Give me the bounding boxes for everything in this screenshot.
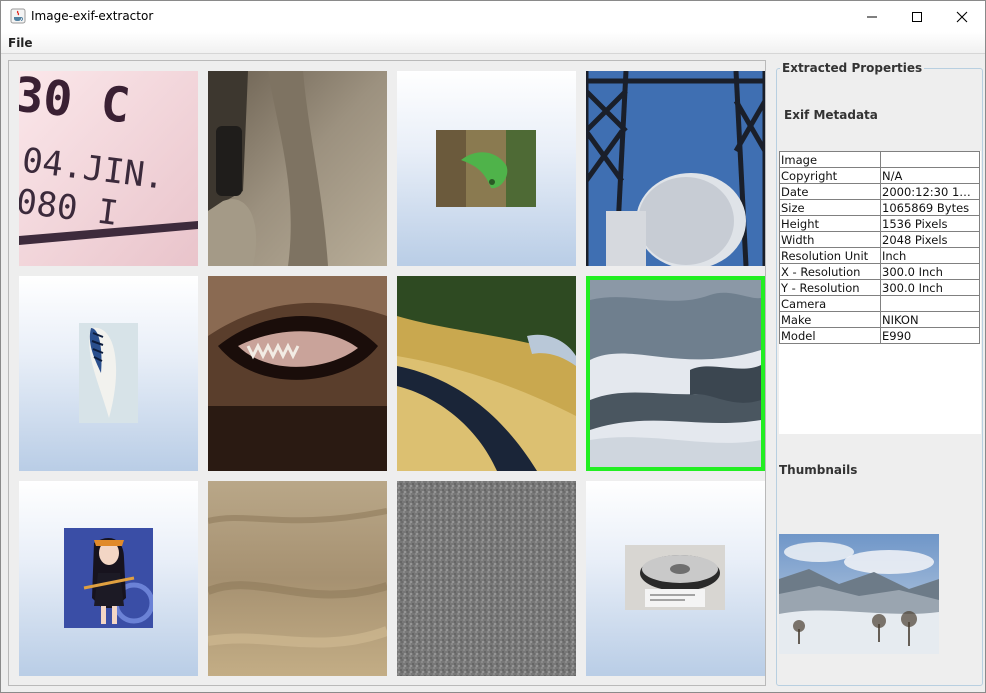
film-reel-photo: [625, 545, 725, 610]
exif-row[interactable]: Make NIKON: [779, 311, 980, 328]
exif-row[interactable]: Resolution Unit Inch: [779, 247, 980, 264]
gray-noise-photo: [397, 481, 576, 676]
close-button[interactable]: [939, 1, 985, 32]
exif-key-cell[interactable]: Height: [779, 215, 881, 232]
exif-key-cell[interactable]: Image: [779, 151, 881, 168]
exif-key-cell[interactable]: Copyright: [779, 167, 881, 184]
thumbnails-heading: Thumbnails: [779, 463, 858, 477]
exif-key-cell[interactable]: Model: [779, 327, 881, 344]
maximize-icon: [912, 12, 922, 22]
exif-value-cell[interactable]: 300.0 Inch: [880, 279, 980, 296]
jacket-pocket-photo: [208, 71, 387, 266]
snowy-valley-photo: [590, 280, 761, 467]
feather-photo: [79, 323, 138, 423]
exif-table[interactable]: Image Copyright N/A Date 2000:12:30 10:... Si…: [779, 151, 981, 434]
gallery-tile[interactable]: [19, 276, 198, 471]
exif-value-cell[interactable]: N/A: [880, 167, 980, 184]
exif-value-cell[interactable]: Inch: [880, 247, 980, 264]
exif-key-cell[interactable]: X - Resolution: [779, 263, 881, 280]
exif-metadata-heading: Exif Metadata: [784, 108, 878, 122]
gallery-tile[interactable]: [397, 481, 576, 676]
exif-value-cell[interactable]: E990: [880, 327, 980, 344]
gallery-tile[interactable]: [208, 481, 387, 676]
chameleon-photo: [436, 130, 536, 207]
exif-value-cell[interactable]: 1065869 Bytes: [880, 199, 980, 216]
svg-text:30 C: 30 C: [19, 71, 133, 134]
exif-value-cell[interactable]: [880, 151, 980, 168]
gallery-tile[interactable]: [208, 71, 387, 266]
gallery-tile[interactable]: [397, 71, 576, 266]
gallery-tile[interactable]: [19, 481, 198, 676]
exif-key-cell[interactable]: Make: [779, 311, 881, 328]
exif-value-cell[interactable]: 2000:12:30 10:...: [880, 183, 980, 200]
exif-row[interactable]: Size 1065869 Bytes: [779, 199, 980, 216]
java-coffee-icon: [10, 8, 26, 24]
menu-bar: File: [1, 32, 985, 54]
maximize-button[interactable]: [894, 1, 940, 32]
exif-key-cell[interactable]: Y - Resolution: [779, 279, 881, 296]
minimize-button[interactable]: [849, 1, 895, 32]
exif-row[interactable]: Height 1536 Pixels: [779, 215, 980, 232]
menu-file[interactable]: File: [8, 36, 33, 50]
exif-row[interactable]: Copyright N/A: [779, 167, 980, 184]
gallery-tile[interactable]: [586, 481, 765, 676]
gallery-tile[interactable]: [208, 276, 387, 471]
exif-key-cell[interactable]: Camera: [779, 295, 881, 312]
exif-key-cell[interactable]: Width: [779, 231, 881, 248]
gallery-tile[interactable]: [586, 71, 765, 266]
exif-row[interactable]: X - Resolution 300.0 Inch: [779, 263, 980, 280]
panel-title: Extracted Properties: [780, 61, 925, 75]
exif-row[interactable]: Model E990: [779, 327, 980, 344]
car-fender-photo: [397, 276, 576, 471]
gallery-tile[interactable]: 30 C 04.JIN. 080 I: [19, 71, 198, 266]
gallery-tile[interactable]: [397, 276, 576, 471]
antenna-tower-photo: [586, 71, 765, 266]
exif-value-cell[interactable]: 300.0 Inch: [880, 263, 980, 280]
exif-row[interactable]: Width 2048 Pixels: [779, 231, 980, 248]
close-icon: [956, 11, 968, 23]
anime-girl-image: [64, 528, 153, 628]
exif-key-cell[interactable]: Size: [779, 199, 881, 216]
exif-key-cell[interactable]: Date: [779, 183, 881, 200]
exif-row[interactable]: Y - Resolution 300.0 Inch: [779, 279, 980, 296]
window-title: Image-exif-extractor: [31, 9, 154, 23]
exif-row[interactable]: Image: [779, 151, 980, 168]
gallery-tile-selected[interactable]: [586, 276, 765, 471]
macro-text-photo: 30 C 04.JIN. 080 I: [19, 71, 198, 266]
title-bar[interactable]: Image-exif-extractor: [1, 1, 985, 32]
snowy-valley-thumbnail: [779, 534, 939, 654]
minimize-icon: [867, 16, 877, 18]
exif-value-cell[interactable]: [880, 295, 980, 312]
exif-row[interactable]: Date 2000:12:30 10:...: [779, 183, 980, 200]
exif-key-cell[interactable]: Resolution Unit: [779, 247, 881, 264]
exif-value-cell[interactable]: NIKON: [880, 311, 980, 328]
image-gallery: 30 C 04.JIN. 080 I: [8, 60, 766, 686]
exif-row[interactable]: Camera: [779, 295, 980, 312]
thumbnail-preview: [779, 534, 939, 654]
exif-value-cell[interactable]: 2048 Pixels: [880, 231, 980, 248]
exif-value-cell[interactable]: 1536 Pixels: [880, 215, 980, 232]
dog-mouth-photo: [208, 276, 387, 471]
sand-texture-photo: [208, 481, 387, 676]
